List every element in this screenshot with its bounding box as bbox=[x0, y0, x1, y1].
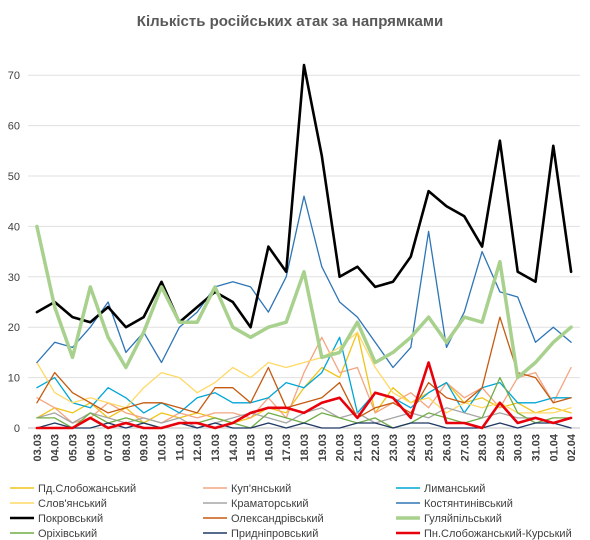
x-tick-label: 11.03 bbox=[174, 434, 186, 461]
legend-label: Лиманський bbox=[424, 483, 485, 495]
series-line bbox=[36, 316, 572, 419]
legend-item: Слов'янський bbox=[10, 498, 107, 510]
x-tick-label: 13.03 bbox=[210, 434, 222, 462]
legend-item: Краматорський bbox=[203, 498, 309, 510]
legend-label: Краматорський bbox=[231, 498, 309, 510]
y-tick-label: 30 bbox=[8, 272, 20, 284]
legend-item: Костянтинівський bbox=[396, 498, 513, 510]
y-tick-label: 20 bbox=[8, 322, 20, 334]
legend-label: Куп'янський bbox=[231, 483, 291, 495]
x-tick-label: 06.03 bbox=[85, 434, 97, 462]
legend-item: Куп'янський bbox=[203, 483, 291, 495]
y-tick-label: 0 bbox=[14, 423, 20, 435]
legend-item: Пд.Слобожанський bbox=[10, 483, 136, 495]
x-tick-label: 10.03 bbox=[157, 434, 169, 462]
x-tick-label: 12.03 bbox=[192, 434, 204, 462]
legend-label: Олександрівський bbox=[231, 513, 324, 525]
x-tick-label: 16.03 bbox=[263, 434, 275, 462]
x-tick-label: 29.03 bbox=[495, 434, 507, 462]
legend-label: Пн.Слобожанський-Курський bbox=[424, 528, 572, 540]
chart-title: Кількість російських атак за напрямками bbox=[137, 13, 443, 30]
legend-item: Покровський bbox=[10, 513, 103, 525]
x-tick-label: 17.03 bbox=[281, 434, 293, 462]
legend-label: Слов'янський bbox=[38, 498, 107, 510]
legend-label: Придніпровський bbox=[231, 528, 318, 540]
legend-item: Придніпровський bbox=[203, 528, 318, 540]
x-tick-label: 03.03 bbox=[32, 434, 44, 462]
legend-item: Лиманський bbox=[396, 483, 485, 495]
y-tick-label: 40 bbox=[8, 221, 20, 233]
x-tick-label: 15.03 bbox=[246, 434, 258, 462]
x-tick-label: 08.03 bbox=[121, 434, 133, 462]
x-tick-label: 19.03 bbox=[317, 434, 329, 462]
y-tick-label: 70 bbox=[8, 70, 20, 82]
legend-label: Костянтинівський bbox=[424, 498, 513, 510]
x-tick-label: 18.03 bbox=[299, 434, 311, 462]
legend-item: Олександрівський bbox=[203, 513, 324, 525]
legend-label: Покровський bbox=[38, 513, 103, 525]
legend-label: Пд.Слобожанський bbox=[38, 483, 136, 495]
x-tick-label: 26.03 bbox=[441, 434, 453, 462]
legend: Пд.Слобожанський Куп'янський Лиманський Сло… bbox=[10, 483, 572, 540]
x-tick-label: 27.03 bbox=[459, 434, 471, 462]
series-line bbox=[35, 361, 573, 430]
y-axis: 0 10 20 30 40 50 60 70 bbox=[8, 70, 20, 435]
y-tick-label: 50 bbox=[8, 171, 20, 183]
x-tick-label: 07.03 bbox=[103, 434, 115, 462]
x-tick-label: 21.03 bbox=[352, 434, 364, 462]
x-tick-label: 22.03 bbox=[370, 434, 382, 462]
x-tick-label: 09.03 bbox=[139, 434, 151, 462]
x-tick-label: 14.03 bbox=[228, 434, 240, 462]
x-tick-label: 30.03 bbox=[513, 434, 525, 462]
x-tick-label: 05.03 bbox=[68, 434, 80, 462]
series-line bbox=[35, 63, 573, 329]
series-line bbox=[36, 195, 572, 369]
legend-item: Пн.Слобожанський-Курський bbox=[396, 528, 572, 540]
legend-label: Оріхівський bbox=[38, 528, 97, 540]
x-tick-label: 28.03 bbox=[477, 434, 489, 462]
x-tick-label: 04.03 bbox=[50, 434, 62, 462]
y-tick-label: 10 bbox=[8, 373, 20, 385]
legend-item: Оріхівський bbox=[10, 528, 97, 540]
gridlines bbox=[28, 74, 580, 429]
x-tick-label: 02.04 bbox=[566, 433, 578, 461]
series-line bbox=[35, 224, 573, 380]
x-axis: 03.03 04.03 05.03 06.03 07.03 08.03 09.03 10.03… bbox=[32, 433, 578, 461]
x-tick-label: 24.03 bbox=[406, 434, 418, 462]
x-tick-label: 23.03 bbox=[388, 434, 400, 462]
legend-label: Гуляйпільський bbox=[424, 513, 502, 525]
x-tick-label: 01.04 bbox=[548, 433, 560, 461]
plot-area bbox=[35, 63, 573, 430]
series-line bbox=[36, 336, 572, 414]
x-tick-label: 25.03 bbox=[424, 434, 436, 462]
x-tick-label: 31.03 bbox=[530, 434, 542, 462]
x-tick-label: 20.03 bbox=[335, 434, 347, 462]
y-tick-label: 60 bbox=[8, 121, 20, 133]
legend-item: Гуляйпільський bbox=[396, 513, 502, 525]
